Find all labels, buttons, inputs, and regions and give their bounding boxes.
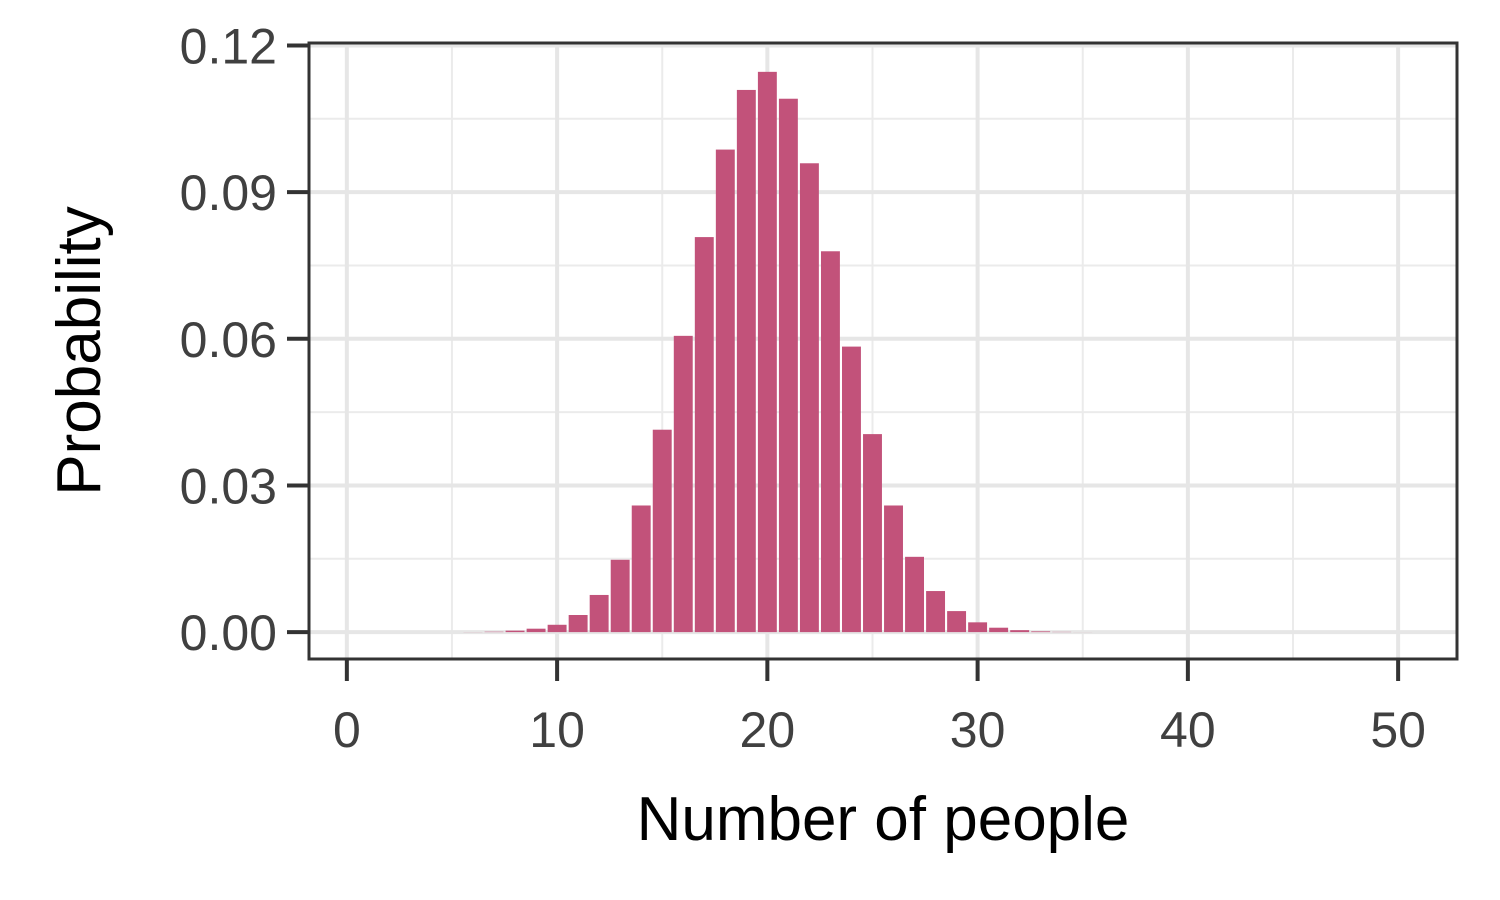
x-tick-label: 10 xyxy=(529,702,585,758)
x-tick-label: 50 xyxy=(1370,702,1426,758)
bar-13 xyxy=(610,559,630,633)
bar-8 xyxy=(505,630,525,633)
bar-26 xyxy=(884,505,903,633)
bars xyxy=(463,71,1093,633)
x-axis: 0 10 20 30 40 50 xyxy=(333,659,1426,758)
bar-25 xyxy=(863,434,882,633)
y-axis-title: Probability xyxy=(45,206,114,495)
bar-23 xyxy=(820,251,840,633)
bar-27 xyxy=(905,556,924,633)
bar-17 xyxy=(694,237,714,633)
x-tick-label: 0 xyxy=(333,702,361,758)
bar-24 xyxy=(842,346,861,633)
bar-32 xyxy=(1010,630,1030,633)
plot-panel-background xyxy=(309,43,1457,659)
bar-18 xyxy=(715,149,735,633)
y-axis: 0.00 0.03 0.06 0.09 0.12 xyxy=(180,18,309,661)
bar-28 xyxy=(926,591,946,633)
y-tick-label: 0.09 xyxy=(180,165,277,221)
bar-19 xyxy=(736,89,756,633)
bar-16 xyxy=(673,335,693,633)
grid-minor xyxy=(309,43,1457,659)
x-tick-label: 30 xyxy=(950,702,1006,758)
plot-panel-border xyxy=(307,41,1459,661)
bar-29 xyxy=(947,611,967,633)
bar-30 xyxy=(968,622,988,633)
bar-21 xyxy=(778,98,798,633)
bar-14 xyxy=(631,505,651,633)
bar-31 xyxy=(989,627,1009,633)
bar-33 xyxy=(1031,631,1051,633)
bar-15 xyxy=(652,429,672,633)
x-tick-label: 20 xyxy=(740,702,796,758)
x-tick-label: 40 xyxy=(1160,702,1216,758)
bar-12 xyxy=(589,594,609,633)
bar-9 xyxy=(526,628,546,633)
y-tick-label: 0.03 xyxy=(180,458,277,514)
bar-20 xyxy=(757,71,777,633)
bar-22 xyxy=(799,163,819,633)
bar-10 xyxy=(547,624,567,633)
y-tick-label: 0.12 xyxy=(180,18,277,74)
bar-11 xyxy=(568,615,588,633)
x-axis-title: Number of people xyxy=(637,785,1130,854)
y-tick-label: 0.06 xyxy=(180,312,277,368)
y-tick-label: 0.00 xyxy=(180,605,277,661)
